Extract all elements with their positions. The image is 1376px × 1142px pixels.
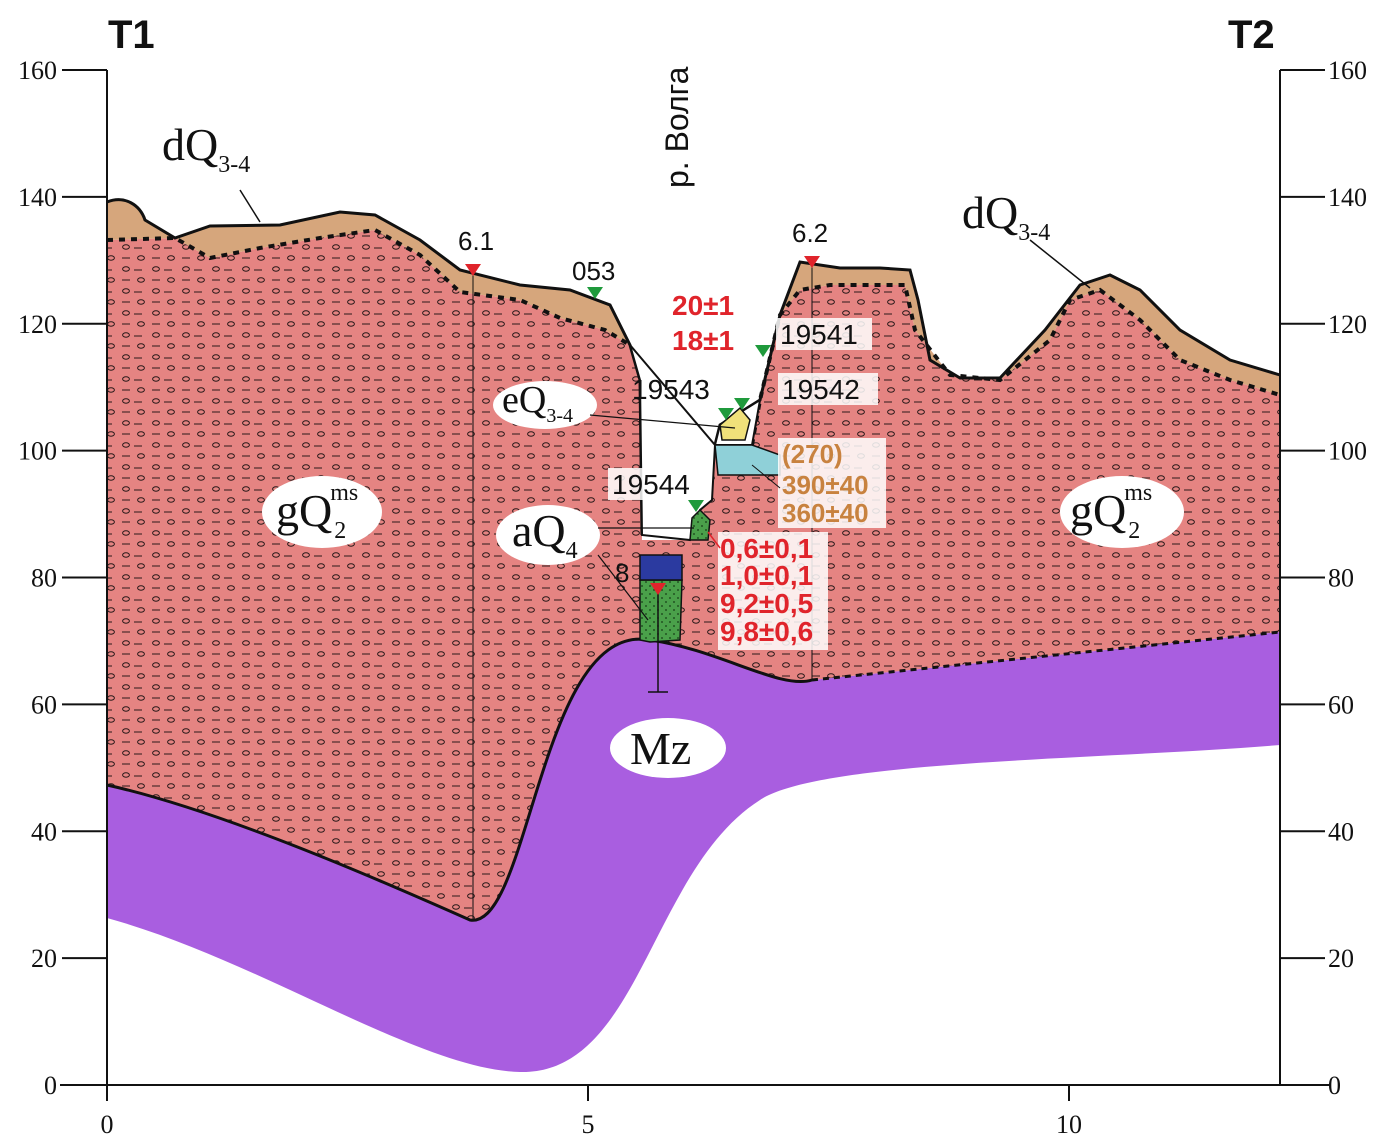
well-label-8: 8 [615,558,629,588]
mesozoic-top-line [106,637,813,922]
unit-dq-left: dQ3-4 [162,119,250,178]
eluvium-deposit [719,406,751,441]
leader-red-lower [707,531,721,549]
y-tick-label-right: 100 [1328,437,1367,466]
x-tick-label: 0 [101,1110,114,1139]
date-red-upper-2: 18±1 [672,325,734,356]
date-red-lower-2: 1,0±0,1 [720,560,813,591]
label-bubble-gq-right [1060,476,1184,548]
y-tick-label-left: 100 [18,437,57,466]
dates-orange-bg [778,438,886,528]
x-tick-label: 10 [1056,1110,1082,1139]
marker-6-1 [465,264,481,276]
label-bubble-eq [493,381,597,429]
leader-dq-right [1029,239,1091,289]
x-ticks: 0 5 10 [101,1085,1082,1139]
well-label-6-2: 6.2 [792,218,828,248]
marker-19542 [734,398,750,410]
sample-bg-19541 [776,318,872,350]
y-tick-label-right: 40 [1328,817,1354,846]
well-label-053: 053 [572,256,615,286]
dates-red-lower-bg [718,532,828,650]
y-ticks-right: 0 20 40 60 80 100 120 140 160 [1280,56,1367,1100]
x-tick-label: 5 [582,1110,595,1139]
sample-19542: 19542 [782,374,860,405]
leader-eq [589,414,736,429]
date-red-lower-3: 9,2±0,5 [720,588,813,619]
y-tick-label-left: 140 [18,183,57,212]
marker-19541 [755,345,771,357]
date-red-upper-1: 20±1 [672,290,734,321]
label-bubble-aq [496,505,600,565]
deluvium-layer [107,199,630,345]
marker-19543 [718,408,734,420]
date-orange-2: 390±40 [782,470,869,500]
marker-19544 [688,500,704,512]
river-label: р. Волга [659,66,695,188]
y-ticks-left: 0 20 40 60 80 100 120 140 160 [18,56,107,1100]
alluvium-terrace [689,508,711,541]
deluvium-layer-right [715,262,1280,445]
leader-aq-lower [597,554,649,621]
y-tick-label-right: 140 [1328,183,1367,212]
y-tick-label-right: 60 [1328,690,1354,719]
y-tick-label-left: 120 [18,310,57,339]
marker-6-2 [804,256,820,268]
marker-053 [587,287,603,299]
unit-gq-right: gQms 2 [1070,480,1152,544]
moraine-base-dashed [811,630,1281,682]
sample-19544: 19544 [612,469,690,500]
leader-dq-left [239,189,261,223]
label-bubble-mz [610,718,726,778]
y-tick-label-right: 80 [1328,564,1354,593]
unit-eq: eQ3-4 [502,379,573,427]
well-label-6-1: 6.1 [458,226,494,256]
y-tick-label-left: 40 [31,817,57,846]
channel-fill [639,554,683,581]
marker-8 [650,583,666,595]
y-tick-label-left: 160 [18,56,57,85]
y-tick-label-right: 160 [1328,56,1367,85]
date-orange-3: 360±40 [782,498,869,528]
y-tick-label-left: 20 [31,944,57,973]
leader-orange-dates [751,464,781,489]
unit-gq-left: gQms 2 [276,480,358,544]
sample-bg-19544 [608,468,708,500]
mesozoic-layer [107,632,1280,1073]
y-tick-label-left: 80 [31,564,57,593]
y-tick-label-right: 120 [1328,310,1367,339]
sample-19543: 19543 [632,374,710,405]
label-bubble-gq-left [262,476,382,548]
moraine-layer [107,230,1280,921]
sample-19541: 19541 [780,319,858,350]
y-tick-label-right: 0 [1328,1071,1341,1100]
y-tick-label-left: 0 [44,1071,57,1100]
unit-mz: Mz [630,723,691,774]
date-orange-1: (270) [782,439,843,469]
date-red-lower-4: 9,8±0,6 [720,616,813,647]
unit-dq-right: dQ3-4 [962,187,1050,246]
section-end-right: T2 [1228,13,1275,57]
y-tick-label-left: 60 [31,690,57,719]
sample-bg-19542 [778,373,878,405]
date-red-lower-1: 0,6±0,1 [720,533,813,564]
y-tick-label-right: 20 [1328,944,1354,973]
unit-aq: aQ4 [512,505,578,564]
section-end-left: T1 [108,13,155,57]
moraine-top-dashed [106,227,1281,446]
